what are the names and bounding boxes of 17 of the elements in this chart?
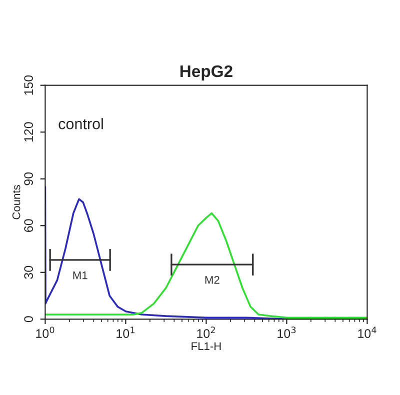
x-tick-label: 10$^{0}$ <box>36 326 54 338</box>
y-tick-label: 90 <box>24 172 34 186</box>
series-label: M2 <box>205 276 220 284</box>
x-tick-label: 10$^{3}$ <box>278 326 296 338</box>
annotation: control <box>58 118 103 130</box>
chart-title: HepG2 <box>180 65 232 80</box>
y-tick-label: 60 <box>24 219 34 232</box>
x-tick-label: 10$^{4}$ <box>358 326 376 338</box>
y-tick-label: 150 <box>24 75 34 95</box>
x-axis-title: FL1-H <box>192 342 221 350</box>
y-tick-label: 120 <box>24 122 34 142</box>
series-label: M1 <box>73 271 88 280</box>
y-tick-label: 30 <box>24 266 34 279</box>
x-tick-label: 10$^{2}$ <box>197 326 215 338</box>
x-tick-label: 10$^{1}$ <box>116 326 134 338</box>
y-axis-title: Counts <box>12 185 20 220</box>
y-tick-label: 0 <box>24 316 34 322</box>
